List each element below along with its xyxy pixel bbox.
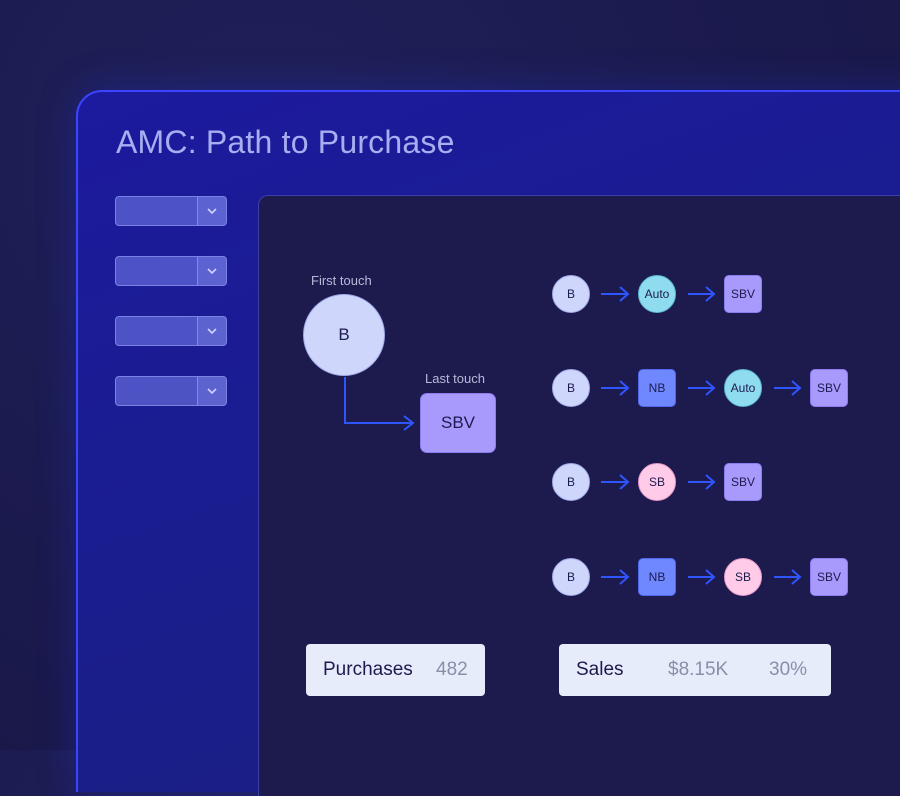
path-4-node-4: SBV bbox=[810, 558, 848, 596]
arrow-icon bbox=[688, 569, 716, 585]
chevron-down-icon[interactable] bbox=[197, 317, 226, 345]
path-4-node-3: SB bbox=[724, 558, 762, 596]
first-touch-node: B bbox=[303, 294, 385, 376]
path-3-node-3: SBV bbox=[724, 463, 762, 501]
purchases-card: Purchases 482 bbox=[306, 644, 485, 696]
filter-dropdown-2[interactable] bbox=[115, 256, 227, 286]
path-1-node-2: Auto bbox=[638, 275, 676, 313]
first-touch-label: First touch bbox=[311, 273, 372, 288]
path-1-node-1: B bbox=[552, 275, 590, 313]
filter-dropdown-1[interactable] bbox=[115, 196, 227, 226]
path-2-node-4: SBV bbox=[810, 369, 848, 407]
arrow-icon bbox=[601, 569, 630, 585]
filter-dropdown-4[interactable] bbox=[115, 376, 227, 406]
filter-dropdown-3[interactable] bbox=[115, 316, 227, 346]
last-touch-label: Last touch bbox=[425, 371, 485, 386]
arrow-icon bbox=[774, 569, 802, 585]
arrow-icon bbox=[688, 380, 716, 396]
sales-value: $8.15K bbox=[668, 659, 729, 680]
first-to-last-connector bbox=[344, 377, 412, 424]
sales-label: Sales bbox=[576, 659, 624, 680]
path-3-node-2: SB bbox=[638, 463, 676, 501]
sales-percent: 30% bbox=[769, 659, 808, 680]
arrow-icon bbox=[688, 286, 716, 302]
last-touch-node: SBV bbox=[420, 393, 496, 453]
connector-layer bbox=[344, 286, 802, 585]
purchases-label: Purchases bbox=[323, 659, 413, 680]
arrow-icon bbox=[601, 286, 630, 302]
arrow-icon bbox=[601, 474, 630, 490]
path-2-node-2: NB bbox=[638, 369, 676, 407]
chevron-down-icon[interactable] bbox=[197, 377, 226, 405]
path-3-node-1: B bbox=[552, 463, 590, 501]
sales-card: Sales $8.15K 30% bbox=[559, 644, 831, 696]
page-title: AMC: Path to Purchase bbox=[116, 124, 455, 160]
arrow-icon bbox=[774, 380, 802, 396]
path-1-node-3: SBV bbox=[724, 275, 762, 313]
arrow-icon bbox=[601, 380, 630, 396]
path-arrows bbox=[601, 286, 802, 585]
purchases-value: 482 bbox=[436, 659, 468, 680]
chevron-down-icon[interactable] bbox=[197, 197, 226, 225]
connector-arrowhead bbox=[403, 415, 415, 431]
path-2-node-3: Auto bbox=[724, 369, 762, 407]
path-4-node-1: B bbox=[552, 558, 590, 596]
chevron-down-icon[interactable] bbox=[197, 257, 226, 285]
path-4-node-2: NB bbox=[638, 558, 676, 596]
path-2-node-1: B bbox=[552, 369, 590, 407]
arrow-icon bbox=[688, 474, 716, 490]
